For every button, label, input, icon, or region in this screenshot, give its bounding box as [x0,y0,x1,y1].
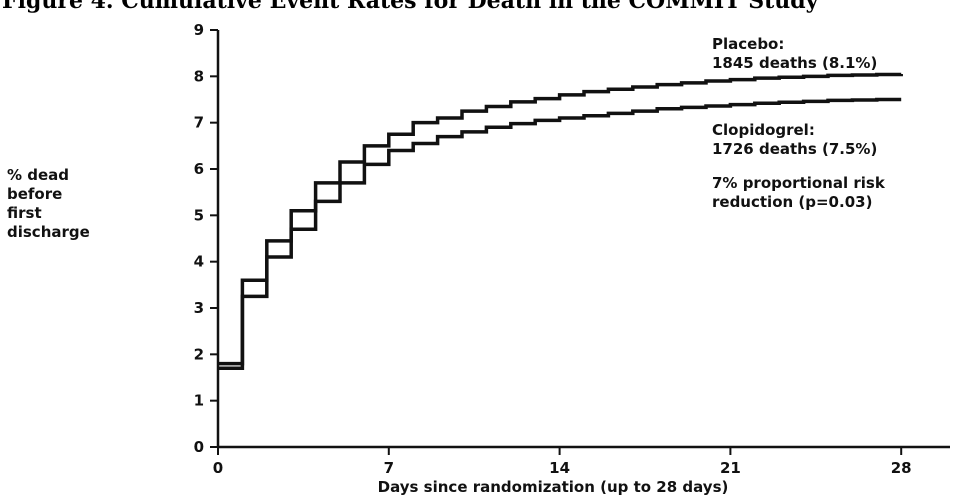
x-tick-label: 21 [720,459,741,477]
y-tick-label: 2 [194,345,204,363]
series-line-clopidogrel [218,97,902,370]
y-tick-label: 6 [194,160,204,178]
y-tick-label: 4 [194,253,204,271]
clopidogrel-label: Clopidogrel: [712,121,815,139]
x-tick-label: 14 [549,459,570,477]
y-tick-label: 9 [194,21,204,39]
x-axis-label: Days since randomization (up to 28 days) [378,478,729,496]
y-axis-label-line: % dead [7,166,69,184]
annotations: Placebo: 1845 deaths (8.1%) Clopidogrel:… [712,35,886,211]
x-tick-label: 28 [891,459,912,477]
y-tick-label: 7 [194,114,204,132]
y-ticks: 0 1 2 3 4 5 6 7 8 9 [194,21,218,456]
y-tick-label: 1 [194,392,204,410]
y-axis-label-line: first [7,204,42,222]
series-lines [218,72,903,370]
y-axis-label: % dead before first discharge [7,166,90,241]
chart-title: Figure 4. Cumulative Event Rates for Dea… [2,0,820,14]
series-line-placebo [218,72,903,366]
y-axis-label-line: before [7,185,62,203]
risk-reduction-line-2: reduction (p=0.03) [712,193,872,211]
placebo-label: Placebo: [712,35,784,53]
clopidogrel-deaths: 1726 deaths (7.5%) [712,140,877,158]
x-ticks: 0 7 14 21 28 [213,447,912,477]
risk-reduction-line-1: 7% proportional risk [712,174,886,192]
y-axis-label-line: discharge [7,223,90,241]
y-tick-label: 8 [194,67,204,85]
x-tick-label: 7 [384,459,394,477]
y-tick-label: 5 [194,206,204,224]
y-tick-label: 3 [194,299,204,317]
placebo-deaths: 1845 deaths (8.1%) [712,54,877,72]
x-tick-label: 0 [213,459,223,477]
y-tick-label: 0 [194,438,204,456]
